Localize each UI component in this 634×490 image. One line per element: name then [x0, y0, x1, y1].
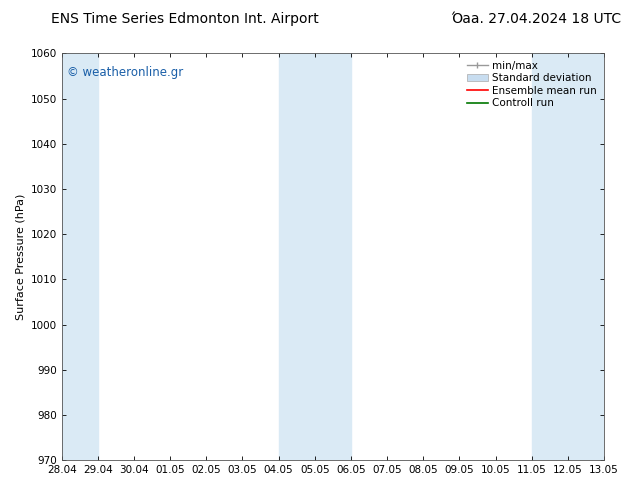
Text: © weatheronline.gr: © weatheronline.gr: [67, 66, 183, 78]
Text: ENS Time Series Edmonton Int. Airport: ENS Time Series Edmonton Int. Airport: [51, 12, 318, 26]
Y-axis label: Surface Pressure (hPa): Surface Pressure (hPa): [15, 194, 25, 320]
Text: Όaa. 27.04.2024 18 UTC: Όaa. 27.04.2024 18 UTC: [451, 12, 621, 26]
Bar: [532, 53, 604, 460]
Bar: [61, 53, 98, 460]
Legend: min/max, Standard deviation, Ensemble mean run, Controll run: min/max, Standard deviation, Ensemble me…: [465, 58, 599, 110]
Bar: [279, 53, 351, 460]
